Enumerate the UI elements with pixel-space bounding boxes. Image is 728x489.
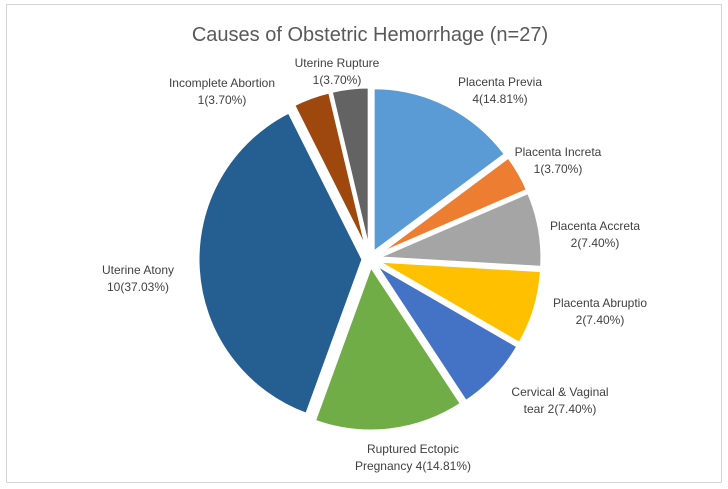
slice-label-line: Ruptured Ectopic [367, 442, 459, 456]
slice-label: Cervical & Vaginal tear 2(7.40%) [511, 385, 608, 416]
slice-label-line: 10(37.03%) [107, 280, 169, 294]
slice-label: Placenta Accreta 2(7.40%) [550, 219, 640, 250]
pie-slice-uterine-atony [196, 110, 365, 416]
pie-slice-incomplete-abortion [292, 90, 370, 254]
pie-slice-placenta-previa [371, 86, 507, 255]
slice-label-line: Pregnancy 4(14.81%) [355, 459, 471, 473]
chart-title: Causes of Obstetric Hemorrhage (n=27) [192, 24, 548, 46]
slice-label: Placenta Abruptio 2(7.40%) [553, 296, 647, 327]
slice-label-line: Placenta Increta [515, 145, 602, 159]
slice-label-line: Incomplete Abortion [169, 76, 275, 90]
pie-slice-ruptured-ectopic-pregnancy [312, 264, 463, 433]
pie-slice-placenta-increta [374, 155, 530, 257]
slice-label-line: Placenta Previa [458, 75, 542, 89]
slice-label-line: 2(7.40%) [571, 236, 620, 250]
slice-label-line: tear 2(7.40%) [524, 402, 597, 416]
slice-label-line: Cervical & Vaginal [511, 385, 608, 399]
pie-slice-uterine-rupture [329, 85, 371, 254]
pie-slice-cervical-vaginal-tear [373, 262, 520, 404]
slice-label: Placenta Previa 4(14.81%) [458, 75, 542, 106]
slice-label-line: Uterine Atony [102, 263, 174, 277]
slice-label-line: 1(3.70%) [198, 93, 247, 107]
pie-slices [196, 85, 544, 433]
slice-label: Uterine Rupture 1(3.70%) [295, 56, 380, 87]
slice-label-line: Placenta Accreta [550, 219, 640, 233]
pie-slice-placenta-abruptio [375, 259, 543, 346]
slice-label-line: 1(3.70%) [313, 73, 362, 87]
slice-label-line: Uterine Rupture [295, 56, 380, 70]
slice-label: Incomplete Abortion 1(3.70%) [169, 76, 275, 107]
slice-label: Ruptured Ectopic Pregnancy 4(14.81%) [355, 442, 471, 473]
slice-label-line: 1(3.70%) [534, 162, 583, 176]
slice-label-line: Placenta Abruptio [553, 296, 647, 310]
slice-label: Placenta Increta 1(3.70%) [515, 145, 602, 176]
slice-labels: Placenta Previa 4(14.81%) Placenta Increta… [102, 56, 647, 473]
slice-label-line: 4(14.81%) [472, 92, 527, 106]
slice-label: Uterine Atony 10(37.03%) [102, 263, 174, 294]
pie-slice-placenta-accreta [375, 190, 544, 269]
slice-label-line: 2(7.40%) [576, 313, 625, 327]
